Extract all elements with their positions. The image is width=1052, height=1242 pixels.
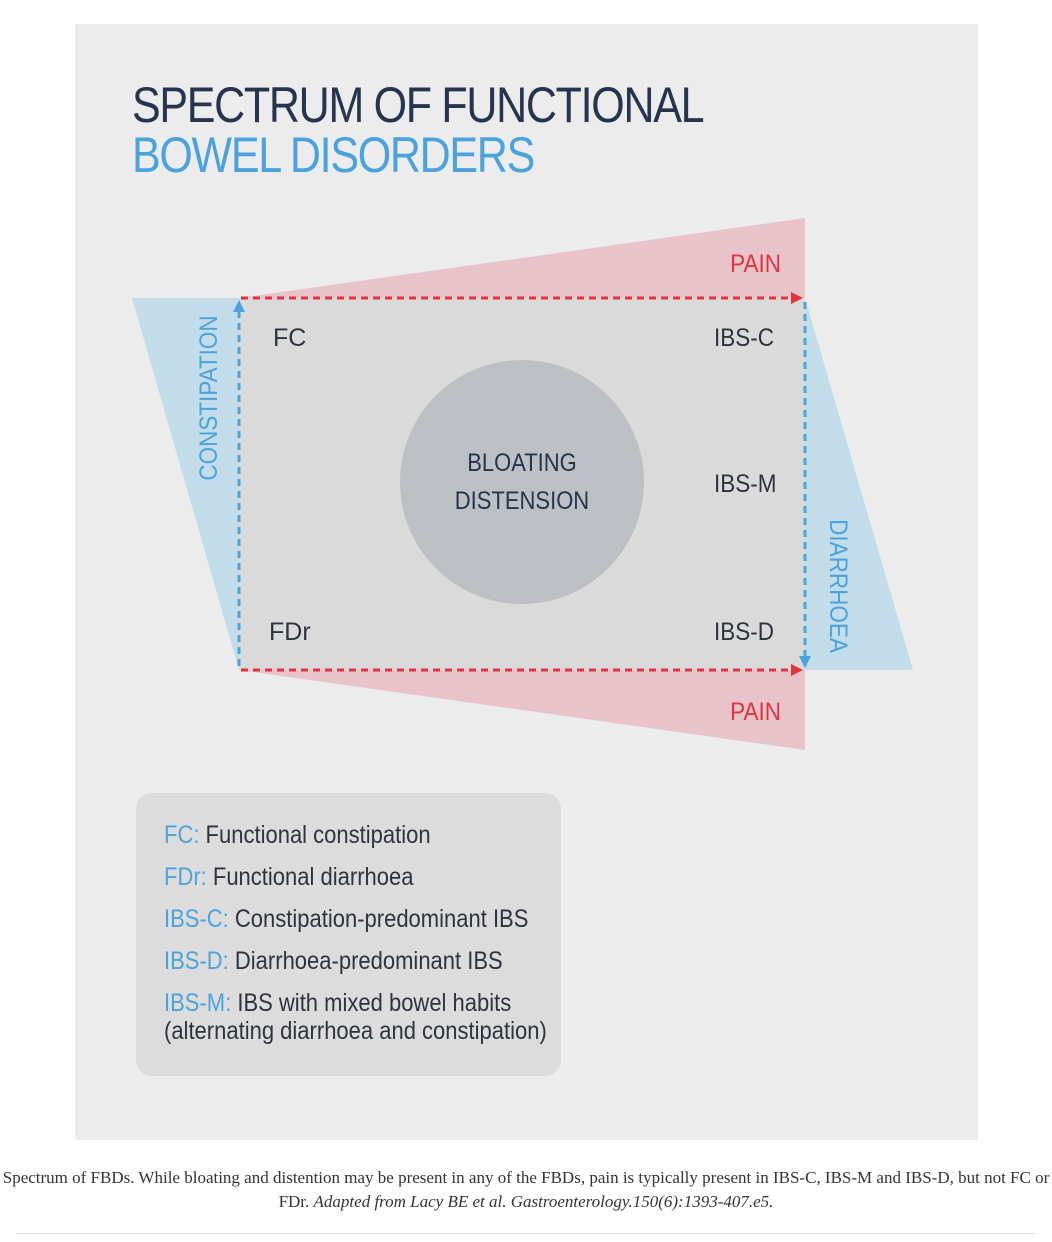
constipation-band bbox=[132, 298, 239, 670]
pain-band-top bbox=[239, 218, 805, 298]
caption-citation: Adapted from Lacy BE et al. Gastroentero… bbox=[313, 1192, 774, 1211]
legend-text: Functional diarrhoea bbox=[206, 863, 414, 891]
legend-text-continued: (alternating diarrhoea and constipation) bbox=[164, 1017, 547, 1045]
legend-text: Functional constipation bbox=[199, 821, 431, 849]
legend-abbr: FDr: bbox=[164, 863, 207, 891]
infographic: SPECTRUM OF FUNCTIONAL BOWEL DISORDERS P… bbox=[75, 24, 978, 1140]
abbreviation-legend: FC: Functional constipation FDr: Functio… bbox=[136, 793, 561, 1076]
divider bbox=[16, 1233, 1036, 1234]
figure-title: SPECTRUM OF FUNCTIONAL BOWEL DISORDERS bbox=[132, 77, 705, 183]
fbd-spectrum-diagram: PAIN PAIN CONSTIPATION DIARRHOEA FC FDr … bbox=[132, 218, 913, 750]
label-ibs-d: IBS-D bbox=[714, 618, 774, 646]
title-line-2: BOWEL DISORDERS bbox=[132, 127, 535, 183]
legend-abbr: FC: bbox=[164, 821, 200, 849]
label-ibs-m: IBS-M bbox=[714, 470, 776, 498]
legend-abbr: IBS-M: bbox=[164, 989, 232, 1017]
label-fc: FC bbox=[273, 324, 306, 352]
pain-label-top: PAIN bbox=[730, 250, 781, 278]
constipation-label: CONSTIPATION bbox=[195, 315, 223, 480]
legend-item-fc: FC: Functional constipation bbox=[164, 821, 431, 849]
title-line-1: SPECTRUM OF FUNCTIONAL bbox=[132, 77, 705, 133]
figure-caption: Spectrum of FBDs. While bloating and dis… bbox=[0, 1166, 1052, 1214]
bloating-circle bbox=[400, 360, 644, 604]
pain-label-bottom: PAIN bbox=[730, 698, 781, 726]
caption-text: Spectrum of FBDs. While bloating and dis… bbox=[2, 1168, 1050, 1211]
legend-abbr: IBS-D: bbox=[164, 947, 229, 975]
legend-abbr: IBS-C: bbox=[164, 905, 229, 933]
diarrhoea-label: DIARRHOEA bbox=[824, 519, 852, 653]
legend-item-ibs-d: IBS-D: Diarrhoea-predominant IBS bbox=[164, 947, 503, 975]
legend-text: IBS with mixed bowel habits bbox=[231, 989, 512, 1017]
pain-band-bottom bbox=[239, 670, 805, 750]
legend-item-ibs-c: IBS-C: Constipation-predominant IBS bbox=[164, 905, 528, 933]
label-ibs-c: IBS-C bbox=[714, 324, 774, 352]
legend-text: Constipation-predominant IBS bbox=[228, 905, 529, 933]
distension-label: DISTENSION bbox=[455, 487, 589, 515]
legend-item-fdr: FDr: Functional diarrhoea bbox=[164, 863, 413, 891]
bloating-label: BLOATING bbox=[467, 449, 577, 477]
legend-text: Diarrhoea-predominant IBS bbox=[228, 947, 503, 975]
legend-item-ibs-m: IBS-M: IBS with mixed bowel habits (alter… bbox=[164, 989, 547, 1045]
diarrhoea-band bbox=[805, 298, 913, 670]
label-fdr: FDr bbox=[269, 618, 311, 646]
